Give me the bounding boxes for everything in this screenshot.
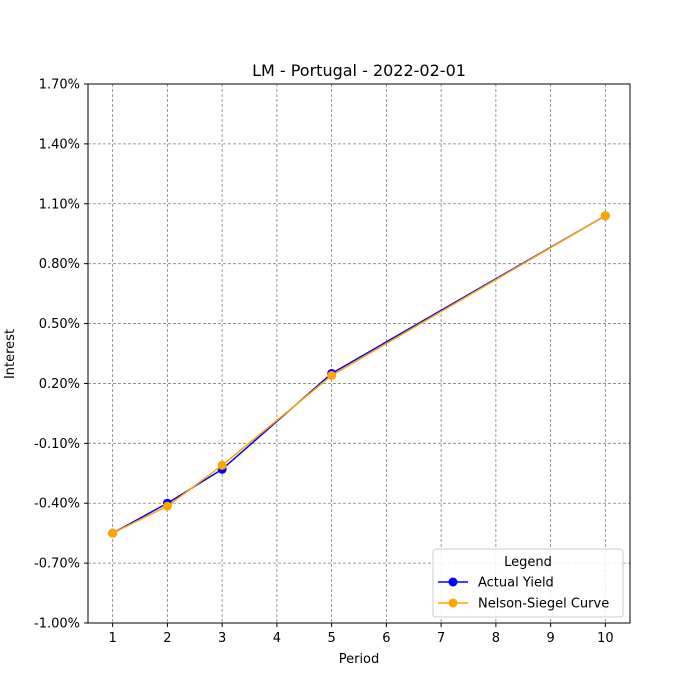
data-point (327, 370, 337, 380)
legend-swatch-marker (448, 577, 458, 587)
legend-title: Legend (504, 555, 552, 570)
x-axis: 1 2 3 4 5 6 7 8 9 10 (108, 623, 614, 646)
x-tick-label: 10 (597, 631, 614, 646)
y-tick-label: -0.70% (34, 557, 80, 572)
x-tick-label: 7 (437, 631, 445, 646)
chart-title: LM - Portugal - 2022-02-01 (252, 61, 466, 80)
series-1 (108, 211, 610, 538)
y-tick-label: -0.40% (34, 497, 80, 512)
legend-box (432, 548, 624, 618)
y-tick-label: 1.10% (39, 197, 80, 212)
x-tick-label: 9 (546, 631, 554, 646)
data-point (600, 211, 610, 221)
x-tick-label: 2 (163, 631, 171, 646)
series-layer (108, 211, 610, 538)
data-point (108, 528, 118, 538)
y-tick-label: 1.70% (39, 78, 80, 93)
data-point (162, 501, 172, 511)
x-tick-label: 8 (492, 631, 500, 646)
y-tick-label: 0.50% (39, 317, 80, 332)
x-axis-label: Period (339, 652, 380, 667)
y-axis: -1.00% -0.70% -0.40% -0.10% 0.20% 0.50% 0.80% 1… (34, 78, 88, 632)
y-tick-label: 0.20% (39, 377, 80, 392)
legend: Legend Actual Yield Nelson-Siegel Curve (432, 548, 624, 618)
legend-item: Nelson-Siegel Curve (438, 597, 609, 612)
x-tick-label: 1 (108, 631, 116, 646)
plot-frame (87, 83, 631, 624)
series-0 (108, 211, 610, 538)
legend-items: Actual Yield Nelson-Siegel Curve (438, 576, 609, 612)
x-tick-label: 5 (327, 631, 335, 646)
legend-label: Actual Yield (478, 576, 554, 591)
y-tick-label: 0.80% (39, 257, 80, 272)
x-tick-label: 4 (273, 631, 281, 646)
y-tick-label: 1.40% (39, 137, 80, 152)
y-tick-label: -0.10% (34, 437, 80, 452)
grid (88, 83, 630, 624)
legend-label: Nelson-Siegel Curve (478, 597, 609, 612)
y-tick-label: -1.00% (34, 617, 80, 632)
y-axis-label: Interest (3, 329, 18, 379)
legend-swatch-marker (448, 598, 458, 608)
x-tick-label: 3 (218, 631, 226, 646)
data-point (217, 460, 227, 470)
legend-item: Actual Yield (438, 576, 554, 591)
x-tick-label: 6 (382, 631, 390, 646)
